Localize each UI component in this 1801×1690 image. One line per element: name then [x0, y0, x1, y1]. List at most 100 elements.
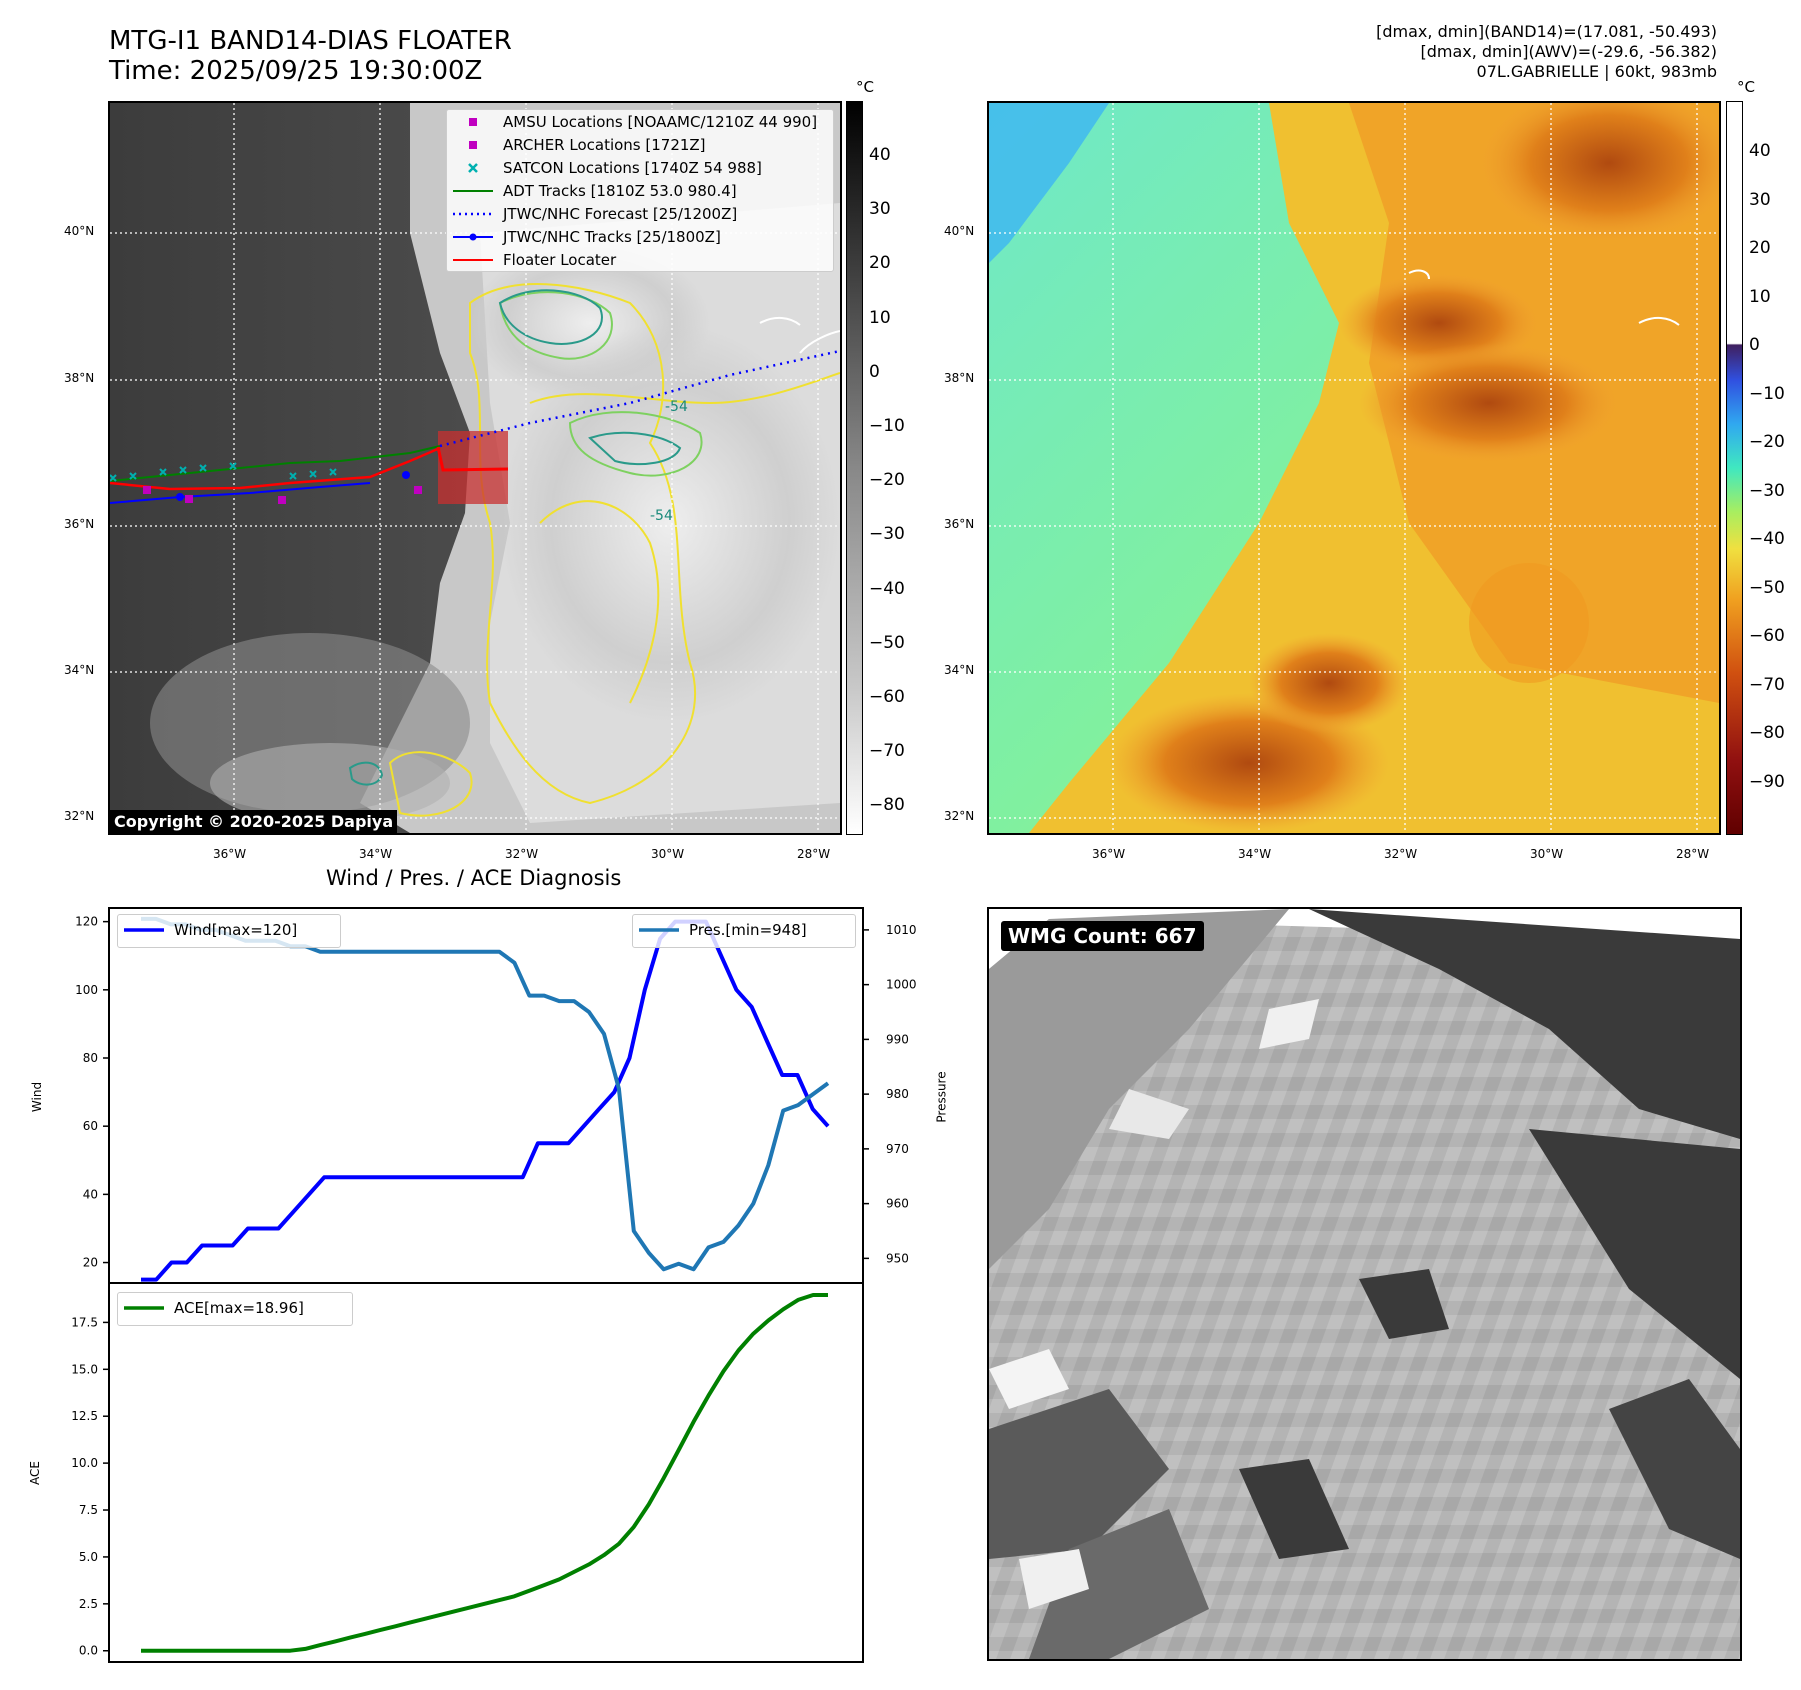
- legend-line-icon: [124, 925, 164, 935]
- colorbar-tick-label: 40: [869, 145, 891, 165]
- pressure-tick-label: 1000: [886, 978, 917, 992]
- ace-tick-label: 2.5: [79, 1597, 98, 1611]
- awv-imagery: [989, 103, 1719, 833]
- ace-tick-label: 10.0: [71, 1456, 98, 1470]
- pressure-legend: Pres.[min=948]: [632, 914, 856, 948]
- lon-label: 30°W: [1530, 847, 1564, 861]
- jtwc-track: [110, 482, 371, 504]
- lat-label: 36°N: [944, 517, 975, 531]
- wind-tick-label: 20: [83, 1256, 98, 1270]
- legend-dotted-line-icon: [453, 209, 493, 219]
- legend-archer: ARCHER Locations [1721Z]: [447, 133, 833, 156]
- ace-tick-label: 0.0: [79, 1644, 98, 1658]
- lat-label: 38°N: [944, 371, 975, 385]
- lon-label: 34°W: [1238, 847, 1272, 861]
- colorbar-tick-label: 10: [869, 307, 891, 328]
- ace-tick-label: 17.5: [71, 1315, 98, 1329]
- wind-tick-label: 60: [83, 1119, 98, 1133]
- ace-tick-label: 15.0: [71, 1362, 98, 1376]
- pressure-tick-label: 980: [886, 1087, 909, 1101]
- colorbar-tick-label: 0: [869, 361, 880, 382]
- legend-forecast: JTWC/NHC Forecast [25/1200Z]: [447, 202, 833, 225]
- lat-label: 40°N: [944, 224, 975, 238]
- lat-label: 36°N: [64, 517, 95, 531]
- colorbar-gray: [846, 101, 863, 835]
- ace-tick-label: 12.5: [71, 1409, 98, 1423]
- colorbar-tick-label: −30: [1749, 480, 1785, 501]
- colorbar-tick-label: −60: [1749, 626, 1785, 646]
- lon-label: 32°W: [1384, 847, 1418, 861]
- lon-label: 28°W: [1676, 847, 1710, 861]
- legend-amsu: AMSU Locations [NOAAMC/1210Z 44 990]: [447, 110, 833, 133]
- ace-series-line: [141, 1293, 828, 1653]
- info-storm: 07L.GABRIELLE | 60kt, 983mb: [1476, 62, 1717, 81]
- colorbar-tick-label: 30: [869, 199, 891, 220]
- colorbar-unit: °C: [856, 78, 874, 96]
- jtwc-forecast: [439, 349, 840, 448]
- map-legend: AMSU Locations [NOAAMC/1210Z 44 990] ARC…: [446, 109, 834, 272]
- colorbar-tick-label: −70: [869, 741, 905, 762]
- legend-line-icon: [124, 1303, 164, 1313]
- ace-tick-label: 7.5: [79, 1503, 98, 1517]
- info-band14: [dmax, dmin](BAND14)=(17.081, -50.493): [1376, 22, 1717, 41]
- colorbar-tick-label: −80: [1749, 723, 1785, 743]
- colorbar-tick-label: 40: [1749, 141, 1771, 161]
- wind-axis-label: Wind: [30, 1081, 45, 1113]
- legend-satcon: SATCON Locations [1740Z 54 988]: [447, 156, 833, 179]
- colorbar-awv: [1726, 101, 1743, 835]
- legend-x-icon: [453, 162, 493, 174]
- colorbar-tick-label: −20: [1749, 432, 1785, 452]
- ace-legend: ACE[max=18.96]: [117, 1292, 353, 1326]
- colorbar-tick-label: −90: [1749, 771, 1785, 792]
- ace-frame: [108, 1282, 864, 1663]
- figure-time: Time: 2025/09/25 19:30:00Z: [109, 56, 483, 86]
- wmg-imagery: [989, 909, 1740, 1659]
- diagnosis-chart: 20 40 60 80 100 120 950 960 970 980 990 1000 1010 0…: [71, 907, 917, 1663]
- ace-axis-label: ACE: [27, 1461, 42, 1485]
- lat-label: 40°N: [64, 224, 95, 238]
- wmg-count-badge: WMG Count: 667: [1001, 921, 1204, 951]
- colorbar-tick-label: −50: [869, 632, 905, 653]
- copyright: Copyright © 2020-2025 Dapiya: [110, 810, 398, 833]
- legend-line-icon: [639, 925, 679, 935]
- legend-line-dot-icon: [453, 232, 493, 242]
- legend-line-icon: [453, 186, 493, 196]
- lon-label: 34°W: [359, 847, 393, 861]
- diagnosis-title: Wind / Pres. / ACE Diagnosis: [326, 866, 622, 890]
- colorbar-tick-label: −70: [1749, 674, 1785, 695]
- lat-label: 38°N: [64, 371, 95, 385]
- legend-floater: Floater Locater: [447, 248, 833, 271]
- contour-label: -54: [650, 508, 673, 524]
- pressure-tick-label: 990: [886, 1032, 909, 1046]
- colorbar-tick-label: 20: [1749, 238, 1771, 258]
- adt-track: [110, 445, 441, 482]
- wind-tick-label: 120: [75, 915, 98, 929]
- colorbar-tick-label: −40: [869, 578, 905, 599]
- legend-line-icon: [453, 255, 493, 265]
- floater-locater-track: [110, 446, 441, 491]
- figure-title: MTG-I1 BAND14-DIAS FLOATER: [109, 26, 512, 56]
- colorbar-tick-label: −10: [1749, 383, 1785, 404]
- colorbar-tick-label: −40: [1749, 529, 1785, 549]
- wmg-panel: WMG Count: 667: [987, 907, 1742, 1661]
- pressure-axis-label: Pressure: [934, 1071, 949, 1123]
- lon-label: 30°W: [651, 847, 685, 861]
- colorbar-unit: °C: [1737, 78, 1755, 96]
- band14-map-panel: AMSU Locations [NOAAMC/1210Z 44 990] ARC…: [108, 101, 842, 835]
- colorbar-tick-label: −30: [869, 524, 905, 545]
- legend-adt: ADT Tracks [1810Z 53.0 980.4]: [447, 179, 833, 202]
- colorbar-tick-label: 30: [1749, 189, 1771, 210]
- contour-label: -54: [665, 399, 688, 415]
- pressure-tick-label: 960: [886, 1197, 909, 1211]
- wind-tick-label: 40: [83, 1187, 98, 1201]
- wind-tick-label: 80: [83, 1051, 98, 1065]
- lon-label: 36°W: [1092, 847, 1126, 861]
- legend-square-icon: [453, 139, 493, 151]
- colorbar-tick-label: −10: [869, 416, 905, 436]
- lon-label: 36°W: [213, 847, 247, 861]
- colorbar-tick-label: −60: [869, 687, 905, 707]
- lat-label: 32°N: [944, 809, 975, 823]
- floater-box: [438, 431, 508, 504]
- lat-label: 34°N: [944, 663, 975, 677]
- colorbar-tick-label: −20: [869, 470, 905, 491]
